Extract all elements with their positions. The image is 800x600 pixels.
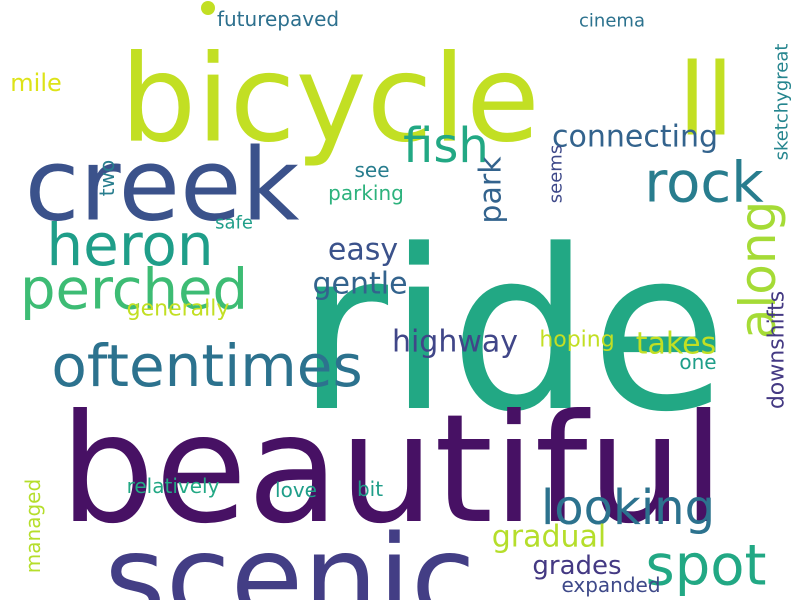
- word-beautiful: beautiful: [60, 383, 725, 557]
- word-sketchygreat: sketchygreat: [772, 44, 793, 161]
- word-fish: fish: [403, 118, 489, 174]
- word-downshifts: downshifts: [765, 291, 790, 409]
- word-parking: parking: [328, 181, 404, 205]
- word-managed: managed: [21, 479, 45, 573]
- word-seems: seems: [546, 145, 567, 203]
- word-relatively: relatively: [127, 474, 220, 498]
- word-creek: creek: [25, 127, 300, 244]
- word-two: two: [95, 160, 119, 196]
- word-ll: ll: [678, 42, 734, 159]
- word-takes: takes: [636, 327, 717, 362]
- word-cinema: cinema: [579, 11, 645, 32]
- word-mile: mile: [10, 69, 61, 97]
- word-bicycle: bicycle: [120, 31, 540, 170]
- word-spot: spot: [646, 534, 767, 599]
- word-highway: highway: [392, 325, 518, 360]
- word-one: one: [679, 350, 716, 374]
- word-expanded: expanded: [561, 573, 660, 597]
- word-oftentimes: oftentimes: [51, 332, 362, 400]
- word-ride: ride: [297, 203, 727, 461]
- word-gradual: gradual: [492, 520, 607, 555]
- word-bit: bit: [357, 477, 383, 501]
- word-see: see: [354, 158, 389, 182]
- word-gentle: gentle: [312, 267, 407, 302]
- word-scenic: scenic: [104, 509, 475, 600]
- word-easy: easy: [328, 233, 398, 268]
- word-connecting: connecting: [552, 120, 718, 155]
- word-hoping: hoping: [539, 328, 614, 353]
- word-rock: rock: [644, 151, 764, 216]
- word-looking: looking: [541, 480, 715, 536]
- word-grades: grades: [532, 551, 621, 581]
- word-generally: generally: [127, 297, 230, 322]
- word-park: park: [474, 156, 509, 224]
- word-perched: perched: [20, 258, 248, 323]
- word-along: along: [729, 201, 787, 340]
- word-futurepaved: futurepaved: [217, 7, 339, 31]
- word-love: love: [275, 478, 317, 502]
- word-safe: safe: [215, 213, 253, 234]
- word-heron: heron: [46, 211, 213, 279]
- dot-mark: [201, 1, 215, 15]
